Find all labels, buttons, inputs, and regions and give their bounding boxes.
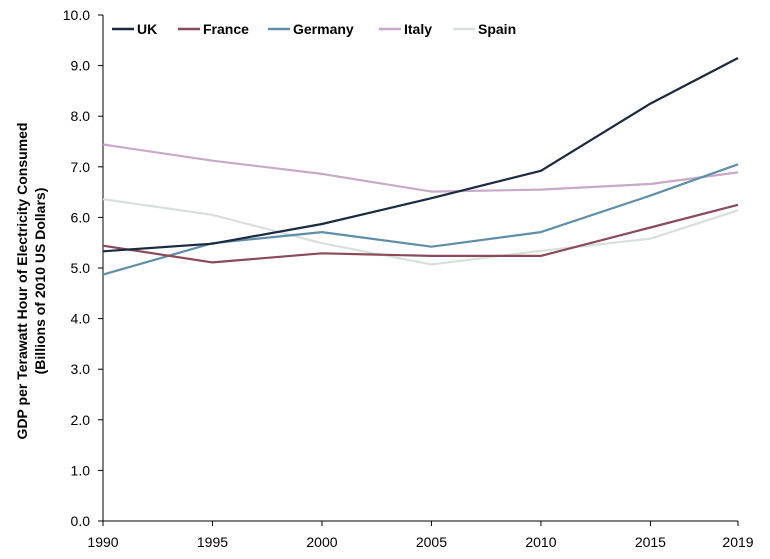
axes [102,15,738,522]
legend-label: UK [137,21,157,37]
y-tick-label: 6.0 [71,209,91,225]
series-lines [102,57,739,276]
y-axis-title-line1: GDP per Terawatt Hour of Electricity Con… [14,123,30,440]
x-tick-label: 2010 [525,534,556,550]
legend-item-italy: Italy [379,21,432,37]
series-line-uk [102,57,739,253]
y-tick-label: 5.0 [71,260,91,276]
y-tick-label: 10.0 [63,7,90,23]
y-tick-label: 7.0 [71,159,91,175]
y-axis-title-line2: (Billions of 2010 US Dollars) [32,188,48,375]
x-tick-label: 2019 [722,534,753,550]
y-tick-label: 1.0 [71,462,91,478]
x-tick-label: 1995 [197,534,228,550]
legend-label: Germany [293,21,354,37]
y-axis-title: GDP per Terawatt Hour of Electricity Con… [14,123,48,440]
legend: UK France Germany Italy Spain [112,21,516,37]
series-line-spain [102,198,739,266]
y-tick-label: 2.0 [71,412,91,428]
y-tick-label: 8.0 [71,108,91,124]
series-line-germany [102,163,739,276]
y-tick-label: 0.0 [71,513,91,529]
x-tick-label: 2015 [635,534,666,550]
series-line-france [102,203,739,264]
legend-item-germany: Germany [268,21,354,37]
y-axis-ticks: 0.0 1.0 2.0 3.0 4.0 5.0 6.0 7.0 8.0 9.0 10.0 [63,7,103,529]
x-tick-label: 2000 [306,534,337,550]
x-tick-label: 1990 [87,534,118,550]
legend-label: France [203,21,249,37]
legend-item-uk: UK [112,21,157,37]
series-line-italy [102,143,739,193]
x-axis-ticks: 1990 1995 2000 2005 2010 2015 2019 [87,521,754,550]
legend-label: Italy [404,21,432,37]
x-tick-label: 2005 [416,534,447,550]
y-tick-label: 4.0 [71,311,91,327]
legend-item-spain: Spain [453,21,516,37]
y-tick-label: 9.0 [71,58,91,74]
legend-item-france: France [178,21,249,37]
y-tick-label: 3.0 [71,361,91,377]
legend-label: Spain [478,21,516,37]
